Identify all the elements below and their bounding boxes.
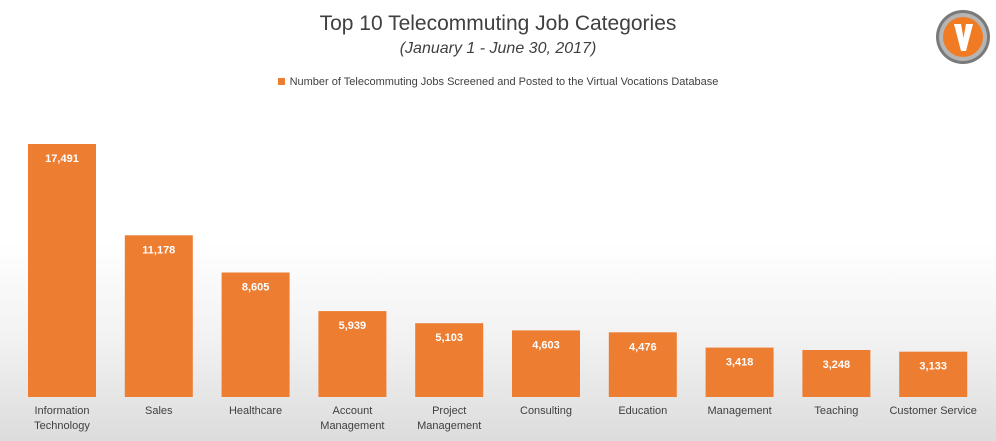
legend-label: Number of Telecommuting Jobs Screened an… xyxy=(289,76,719,88)
category-label: Management xyxy=(320,420,384,432)
category-label: Customer Service xyxy=(889,405,976,417)
bar xyxy=(608,332,677,397)
bar xyxy=(415,323,484,397)
logo-v-glyph xyxy=(954,24,973,51)
category-label: Management xyxy=(417,420,481,432)
data-label: 3,133 xyxy=(919,361,947,373)
bar xyxy=(899,351,968,397)
category-label: Education xyxy=(618,405,667,417)
bar xyxy=(28,144,96,397)
data-label: 5,939 xyxy=(339,320,367,332)
category-label: Technology xyxy=(34,420,90,432)
virtual-vocations-logo xyxy=(936,10,990,64)
bar xyxy=(512,330,580,397)
category-label: Account xyxy=(333,405,373,417)
category-label: Management xyxy=(707,405,771,417)
data-label: 5,103 xyxy=(435,332,463,344)
bar xyxy=(802,350,871,397)
category-label: Sales xyxy=(145,405,173,417)
bar xyxy=(221,272,290,397)
category-label: Information xyxy=(34,405,89,417)
data-label: 3,418 xyxy=(726,357,754,369)
data-label: 8,605 xyxy=(242,282,270,294)
chart-subtitle: (January 1 - June 30, 2017) xyxy=(399,40,597,57)
data-label: 11,178 xyxy=(142,244,175,256)
bar xyxy=(318,311,387,397)
category-label: Project xyxy=(432,405,466,417)
data-label: 3,248 xyxy=(823,359,851,371)
category-label: Healthcare xyxy=(229,405,282,417)
category-label: Teaching xyxy=(814,405,858,417)
data-label: 4,476 xyxy=(629,341,657,353)
legend: Number of Telecommuting Jobs Screened an… xyxy=(0,76,996,88)
data-label: 17,491 xyxy=(45,153,79,165)
data-label: 4,603 xyxy=(532,339,560,351)
bar xyxy=(124,235,193,397)
bar xyxy=(705,347,774,397)
category-label: Consulting xyxy=(520,405,572,417)
chart-title: Top 10 Telecommuting Job Categories xyxy=(319,12,677,35)
legend-swatch xyxy=(277,77,285,85)
